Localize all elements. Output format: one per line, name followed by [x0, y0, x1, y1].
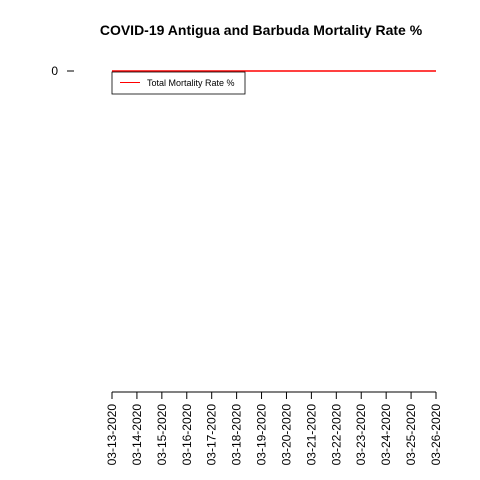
- x-tick-label: 03-18-2020: [230, 404, 244, 466]
- x-tick-label: 03-22-2020: [329, 404, 343, 466]
- y-tick-label: 0: [51, 64, 58, 78]
- legend-label: Total Mortality Rate %: [147, 78, 235, 88]
- legend: Total Mortality Rate %: [111, 71, 246, 95]
- y-axis: 0: [51, 64, 74, 78]
- x-tick-label: 03-21-2020: [304, 404, 318, 466]
- x-tick-label: 03-23-2020: [354, 404, 368, 466]
- x-tick-label: 03-17-2020: [205, 404, 219, 466]
- x-tick-label: 03-20-2020: [279, 404, 293, 466]
- x-tick-label: 03-19-2020: [255, 404, 269, 466]
- chart-title: COVID-19 Antigua and Barbuda Mortality R…: [100, 22, 423, 38]
- legend-box: [111, 71, 246, 95]
- x-tick-label: 03-26-2020: [429, 404, 443, 466]
- x-tick-label: 03-16-2020: [180, 404, 194, 466]
- x-tick-label: 03-14-2020: [130, 404, 144, 466]
- x-tick-label: 03-13-2020: [105, 404, 119, 466]
- x-axis: 03-13-2020 03-14-2020 03-15-2020 03-16-2020…: [105, 391, 443, 466]
- x-tick-label: 03-15-2020: [155, 404, 169, 466]
- x-tick-label: 03-25-2020: [404, 404, 418, 466]
- x-tick-label: 03-24-2020: [379, 404, 393, 466]
